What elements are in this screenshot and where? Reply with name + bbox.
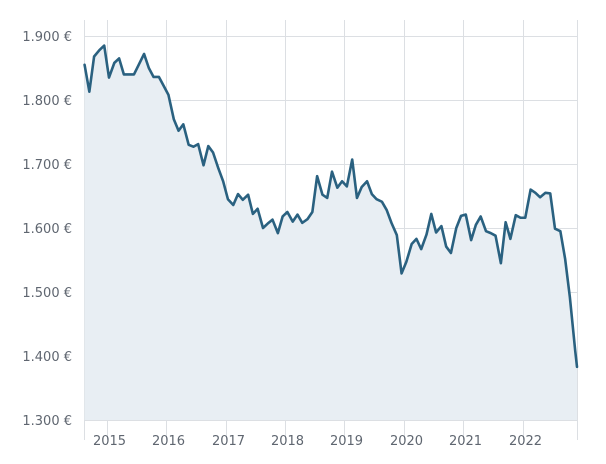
y-tick-label: 1.700 €	[22, 158, 72, 173]
y-tick-label: 1.600 €	[22, 222, 72, 237]
y-tick-label: 1.900 €	[22, 30, 72, 45]
x-tick-label: 2022	[509, 434, 542, 449]
series-line	[83, 44, 579, 369]
y-tick-label: 1.300 €	[22, 414, 72, 429]
y-tick-label: 1.800 €	[22, 94, 72, 109]
y-axis: 1.300 € 1.400 € 1.500 € 1.600 € 1.700 € 1.800…	[22, 30, 72, 429]
x-tick-label: 2021	[449, 434, 482, 449]
x-tick-label: 2017	[212, 434, 245, 449]
x-tick-label: 2020	[390, 434, 423, 449]
x-tick-label: 2018	[271, 434, 304, 449]
y-tick-label: 1.500 €	[22, 286, 72, 301]
y-tick-label: 1.400 €	[22, 350, 72, 365]
x-axis: 2015 2016 2017 2018 2019 2020 2021 2022	[93, 434, 542, 449]
x-tick-label: 2015	[93, 434, 126, 449]
series-layer	[83, 44, 579, 420]
series-area-fill	[84, 45, 577, 420]
x-tick-label: 2019	[330, 434, 363, 449]
x-tick-label: 2016	[152, 434, 185, 449]
